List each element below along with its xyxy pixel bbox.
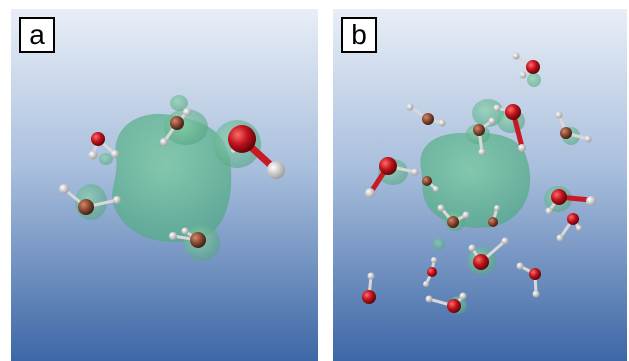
water-molecule <box>365 157 419 198</box>
panel-label: a <box>19 17 55 53</box>
hydrogen-atom <box>111 150 119 158</box>
hydrogen-atom <box>423 281 429 287</box>
water-molecule <box>493 104 526 152</box>
hydrogen-atom <box>267 161 285 179</box>
panel-label-text: b <box>351 19 367 50</box>
hydrogen-atom <box>532 290 540 298</box>
panel-label-text: a <box>29 19 45 50</box>
hydrogen-atom <box>406 103 414 111</box>
oxygen-atom <box>526 60 540 74</box>
isosurface <box>112 113 232 243</box>
oxygen-atom <box>447 299 461 313</box>
oxygen-atom <box>560 127 572 139</box>
water-molecule <box>160 108 191 146</box>
hydrogen-atom <box>584 135 592 143</box>
water-molecule <box>423 257 437 287</box>
water-molecule <box>556 213 582 242</box>
water-molecule <box>59 184 121 215</box>
hydrogen-atom <box>555 111 563 119</box>
isosurface-lobe <box>527 73 541 87</box>
water-molecule <box>516 262 541 298</box>
water-molecule <box>545 189 596 215</box>
water-molecule <box>473 117 496 156</box>
hydrogen-atom <box>425 295 433 303</box>
panel-label: b <box>341 17 377 53</box>
hydrogen-atom <box>512 52 520 60</box>
hydrogen-atom <box>576 225 582 231</box>
hydrogen-atom <box>493 104 501 112</box>
oxygen-atom <box>78 199 94 215</box>
oxygen-atom <box>190 232 206 248</box>
hydrogen-atom <box>433 186 439 192</box>
hydrogen-atom <box>411 168 419 176</box>
water-molecule <box>425 292 467 313</box>
hydrogen-atom <box>438 119 446 127</box>
isosurface-lobe <box>99 153 113 165</box>
hydrogen-atom <box>365 188 375 198</box>
hydrogen-atom <box>519 71 527 79</box>
hydrogen-atom <box>183 108 191 116</box>
oxygen-atom <box>505 104 521 120</box>
oxygen-atom <box>427 267 437 277</box>
hydrogen-atom <box>478 148 486 156</box>
panel-b-render <box>333 9 627 361</box>
oxygen-atom <box>422 113 434 125</box>
hydrogen-atom <box>160 138 168 146</box>
hydrogen-atom <box>488 117 496 125</box>
hydrogen-atom <box>169 232 177 240</box>
hydrogen-atom <box>59 184 69 194</box>
oxygen-atom <box>91 132 105 146</box>
hydrogen-atom <box>462 211 470 219</box>
hydrogen-atom <box>437 204 445 212</box>
oxygen-atom <box>362 290 376 304</box>
hydrogen-atom <box>88 150 98 160</box>
hydrogen-atom <box>367 272 375 280</box>
hydrogen-atom <box>501 237 509 245</box>
water-molecule <box>406 103 446 127</box>
oxygen-atom <box>422 176 432 186</box>
oxygen-atom <box>228 125 256 153</box>
water-molecule <box>555 111 592 143</box>
oxygen-atom <box>488 217 498 227</box>
hydrogen-atom <box>181 227 189 235</box>
oxygen-atom <box>529 268 541 280</box>
water-molecule <box>512 52 540 79</box>
water-molecule <box>228 125 285 179</box>
water-molecule <box>437 204 470 228</box>
hydrogen-atom <box>586 196 596 206</box>
oxygen-atom <box>447 216 459 228</box>
panel-a-render <box>11 9 318 361</box>
water-molecule <box>88 132 119 160</box>
panel-b: b <box>333 9 627 361</box>
water-molecule <box>169 227 206 248</box>
water-molecule <box>488 205 500 227</box>
oxygen-atom <box>170 116 184 130</box>
water-molecule <box>422 176 439 192</box>
oxygen-atom <box>379 157 397 175</box>
hydrogen-atom <box>518 144 526 152</box>
hydrogen-atom <box>494 205 500 211</box>
hydrogen-atom <box>516 262 524 270</box>
oxygen-atom <box>473 254 489 270</box>
oxygen-atom <box>567 213 579 225</box>
hydrogen-atom <box>431 257 437 263</box>
isosurface-lobe <box>433 238 445 250</box>
isosurface-lobe <box>170 95 188 111</box>
hydrogen-atom <box>556 234 564 242</box>
water-molecule <box>468 237 509 270</box>
isosurface <box>420 132 531 228</box>
water-molecule <box>362 272 376 304</box>
oxygen-atom <box>473 124 485 136</box>
hydrogen-atom <box>113 196 121 204</box>
oxygen-atom <box>551 189 567 205</box>
hydrogen-atom <box>459 292 467 300</box>
hydrogen-atom <box>468 244 476 252</box>
hydrogen-atom <box>545 207 553 215</box>
panel-a: a <box>11 9 318 361</box>
